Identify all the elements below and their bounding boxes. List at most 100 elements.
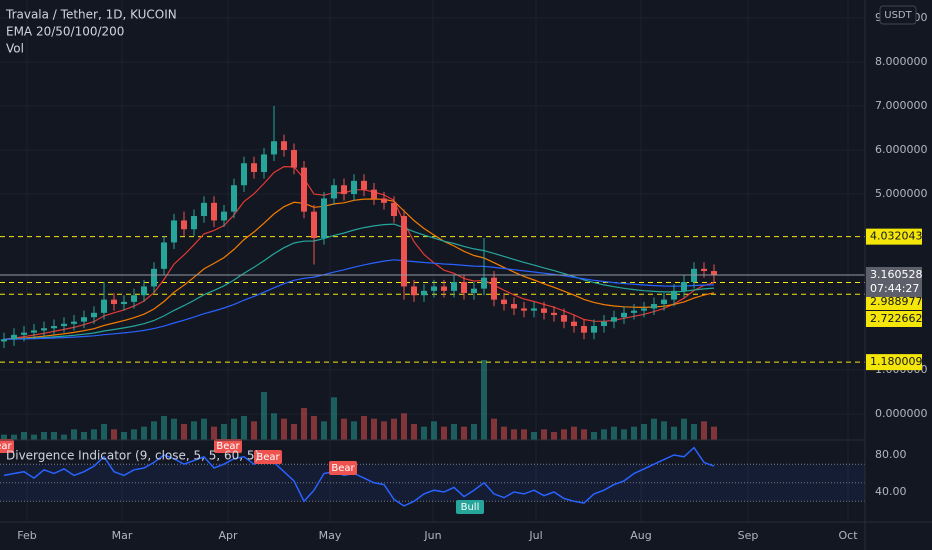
volume-bar <box>491 418 497 440</box>
volume-bar <box>371 418 377 440</box>
candle-body <box>221 211 227 221</box>
candle-body <box>371 189 377 199</box>
candle-body <box>261 154 267 173</box>
volume-bar <box>681 418 687 440</box>
volume-bar <box>341 418 347 440</box>
candle-body <box>641 308 647 311</box>
volume-bar <box>211 426 217 440</box>
volume-bar <box>431 421 437 440</box>
volume-bar <box>621 429 627 440</box>
candle-body <box>701 268 707 272</box>
divergence-tag <box>0 439 14 453</box>
candle-body <box>431 286 437 291</box>
x-tick-label: Mar <box>112 529 133 542</box>
candle-body <box>201 202 207 217</box>
volume-bar <box>421 426 427 440</box>
candle-body <box>631 310 637 313</box>
y-tick-label: 6.000000 <box>875 143 928 156</box>
level-tag <box>866 311 922 327</box>
candle-body <box>141 286 147 296</box>
candle-body <box>61 323 67 327</box>
candle-body <box>381 198 387 203</box>
volume-bar <box>601 429 607 440</box>
candle-body <box>321 198 327 239</box>
divergence-label: Bear <box>331 463 355 474</box>
volume-bar <box>631 426 637 440</box>
divergence-label: Bear <box>0 441 13 452</box>
volume-bar <box>521 429 527 440</box>
candle-body <box>151 268 157 287</box>
candle-body <box>91 312 97 318</box>
ema-legend: EMA 20/50/100/200 <box>6 25 124 39</box>
divergence-tag <box>456 500 484 514</box>
currency-box[interactable] <box>879 5 917 25</box>
candle-body <box>81 317 87 322</box>
last-price-label: 3.160528 <box>870 268 923 281</box>
candle-body <box>351 180 357 195</box>
volume-bar <box>181 424 187 440</box>
candle-body <box>311 211 317 239</box>
volume-bar <box>141 426 147 440</box>
divergence-label: Bull <box>461 502 480 513</box>
candle-body <box>611 317 617 322</box>
candle-body <box>71 321 77 324</box>
volume-bar <box>691 424 697 440</box>
candle-body <box>121 301 127 305</box>
currency[interactable]: USDT <box>884 10 912 21</box>
candle-body <box>471 288 477 294</box>
rsi-tick-label: 80.00 <box>875 448 907 461</box>
volume-bar <box>641 424 647 440</box>
volume-bar <box>41 432 47 440</box>
x-tick-label: Oct <box>838 529 858 542</box>
candle-body <box>361 180 367 190</box>
x-tick-label: May <box>319 529 342 542</box>
x-tick-label: Jun <box>423 529 441 542</box>
candle-body <box>251 163 257 173</box>
candle-body <box>411 286 417 296</box>
candle-body <box>301 167 307 212</box>
volume-bar <box>581 429 587 440</box>
candle-body <box>581 326 587 333</box>
volume-bar <box>481 360 487 440</box>
volume-bar <box>271 413 277 440</box>
candle-body <box>51 326 57 329</box>
x-tick-label: Aug <box>630 529 651 542</box>
axes: FebMarAprMayJunJulAugSepOct0.0000001.000… <box>17 11 927 542</box>
level-tag <box>866 354 922 371</box>
level-label: 1.180009 <box>870 355 923 368</box>
volume-bar <box>671 426 677 440</box>
volume-bar <box>561 429 567 440</box>
volume-bar <box>501 426 507 440</box>
volume-bar <box>451 424 457 440</box>
volume-bar <box>191 421 197 440</box>
grid <box>0 0 865 522</box>
candle-body <box>211 202 217 221</box>
candle-body <box>131 295 137 302</box>
rsi-tick-label: 40.00 <box>875 485 907 498</box>
volume-bar <box>281 418 287 440</box>
candle-body <box>401 216 407 287</box>
candle-body <box>711 271 717 275</box>
candle-body <box>521 308 527 311</box>
volume-bar <box>81 432 87 440</box>
volume-bar <box>101 424 107 440</box>
volume-bar <box>11 434 17 440</box>
divergence-label: Bear <box>216 441 240 452</box>
divergence-label: Bear <box>256 452 280 463</box>
x-tick-label: Sep <box>738 529 759 542</box>
candle-body <box>171 220 177 243</box>
volume-bar <box>711 426 717 440</box>
candle-body <box>601 321 607 327</box>
volume-bar <box>331 397 337 440</box>
candle-body <box>461 282 467 294</box>
ema-line <box>3 259 715 340</box>
rsi-legend: Divergence Indicator (9, close, 5, 5, 60… <box>6 449 259 463</box>
rsi-line <box>3 446 715 507</box>
candle-body <box>331 185 337 199</box>
volume-bar <box>301 408 307 440</box>
candle-body <box>511 304 517 309</box>
candle-body <box>441 286 447 291</box>
volume-bar <box>611 426 617 440</box>
candle-body <box>161 242 167 269</box>
